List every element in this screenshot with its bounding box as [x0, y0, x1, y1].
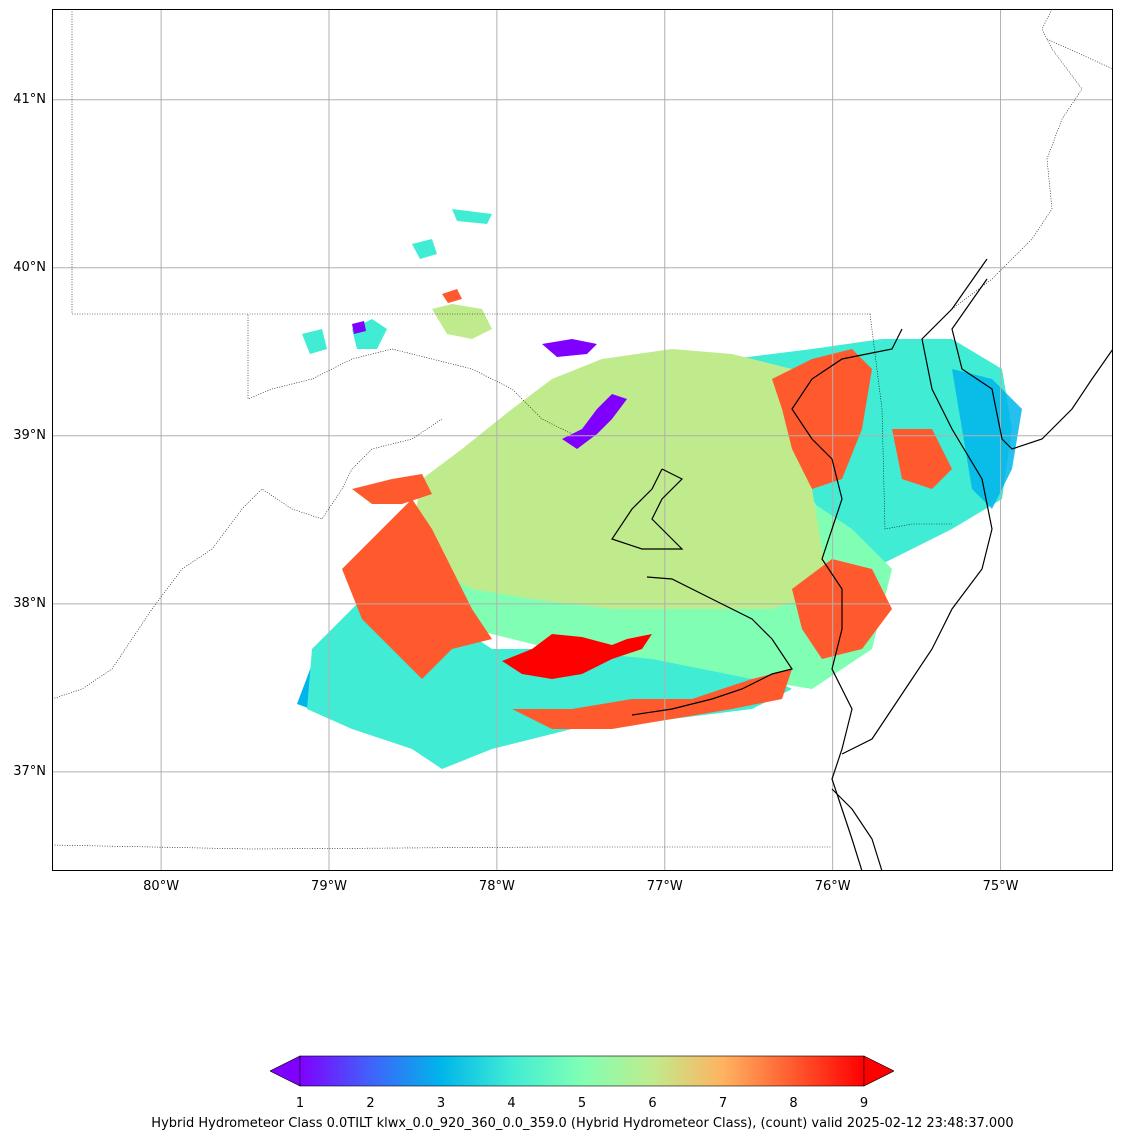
colorbar-tick-label: 6 [648, 1096, 657, 1111]
chesapeake-west-shore [611, 468, 684, 550]
echo-class-8-west [342, 499, 492, 679]
echo-class-8-northwest [352, 474, 432, 504]
echo-nw-cell-7 [352, 321, 366, 334]
lon-tick-label: 77°W [646, 879, 683, 894]
radar-map [52, 9, 1113, 871]
echo-class-8-east [772, 349, 872, 489]
lon-tick-label: 80°W [143, 879, 180, 894]
chesapeake-east-shore [791, 328, 903, 871]
lat-tick-label: 41°N [13, 91, 46, 107]
lat-tick-label: 38°N [13, 595, 46, 611]
colorbar [270, 1055, 894, 1087]
va-nc-border [52, 844, 832, 850]
nj-pa-border [951, 9, 1083, 310]
echo-layer [297, 209, 1022, 769]
colorbar-tick-label: 3 [436, 1096, 446, 1111]
echo-nw-cell-6 [442, 289, 462, 303]
echo-class-6-main [412, 349, 832, 609]
coastlines [611, 258, 1113, 871]
colorbar-tick-label: 5 [577, 1096, 587, 1111]
colorbar-tick-label: 7 [718, 1096, 728, 1111]
echo-class-1-north [562, 394, 627, 449]
colorbar-extend-max [863, 1055, 894, 1087]
lon-tick-label: 79°W [311, 879, 347, 894]
potomac-south [631, 576, 793, 716]
delmarva-coast [841, 258, 993, 755]
echo-class-9-core [502, 634, 652, 679]
colorbar-label: Hybrid Hydrometeor Class 0.0TILT klwx_0.… [151, 1116, 1014, 1131]
colorbar-tick-label: 9 [859, 1096, 869, 1111]
lat-tick-label: 37°N [13, 763, 46, 779]
ny-nj-border [1046, 38, 1113, 70]
wv-va-border [52, 418, 443, 700]
colorbar-extend-min [270, 1055, 301, 1087]
colorbar-tick-label: 8 [789, 1096, 798, 1111]
de-md-border [869, 313, 952, 530]
lon-tick-label: 78°W [478, 879, 515, 894]
lat-tick-label: 40°N [13, 259, 46, 275]
lon-tick-label: 76°W [814, 879, 851, 894]
echo-nw-cell-1 [432, 304, 492, 339]
lon-tick-label: 75°W [982, 879, 1019, 894]
gridlines [52, 9, 1113, 871]
colorbar-tick-label: 1 [295, 1096, 305, 1111]
echo-nw-cell-5 [452, 209, 492, 224]
colorbar-tick-label: 4 [507, 1096, 516, 1111]
echo-nw-cell-4 [412, 239, 437, 259]
echo-class-3-east [952, 369, 1022, 509]
echo-class-1-north2 [542, 339, 597, 357]
colorbar-gradient [299, 1055, 865, 1087]
echo-class-8-east2 [892, 429, 952, 489]
echo-nw-cell-3 [302, 329, 327, 354]
echo-class-8-south [512, 669, 792, 729]
lat-tick-label: 39°N [13, 427, 46, 443]
va-coast-south [831, 788, 883, 871]
colorbar-tick-label: 2 [366, 1096, 375, 1111]
delaware-bay [951, 278, 1113, 450]
state-borders [52, 9, 1113, 850]
